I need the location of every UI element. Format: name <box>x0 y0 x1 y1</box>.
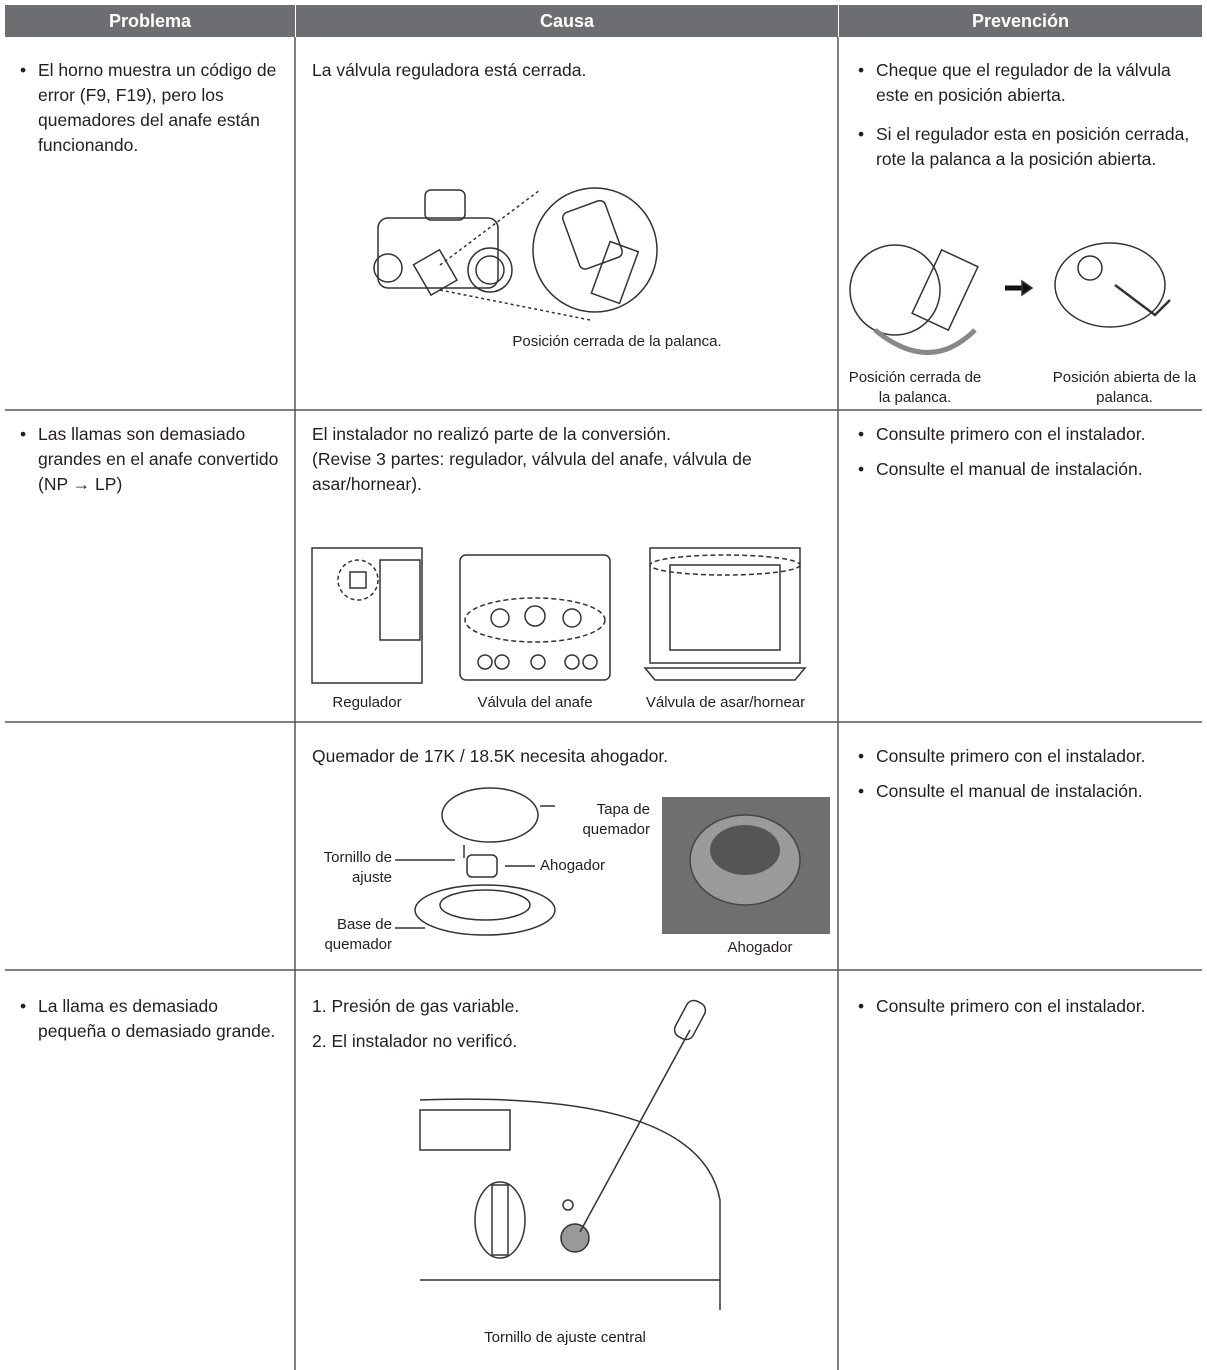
cause-text: 2. El instalador no verificó. <box>312 1031 518 1051</box>
header-cell: Prevención <box>839 5 1202 37</box>
figure-label: Válvula de asar/hornear <box>645 694 806 711</box>
figure-label: Ahogador <box>727 939 793 956</box>
figure-label: Tornillo de ajuste <box>323 849 392 886</box>
prevention-text: Consulte primero con el instalador. <box>858 744 1207 769</box>
header-cell: Causa <box>296 5 838 37</box>
problem-text: Las llamas son demasiado grandes en el a… <box>20 422 293 497</box>
prevention-text: Consulte primero con el instalador. <box>858 422 1207 447</box>
figure-label: Posición cerrada de la palanca. <box>512 333 722 350</box>
cause-text: La válvula reguladora está cerrada. <box>312 60 587 80</box>
figure-label: Válvula del anafe <box>477 694 593 711</box>
prevention-text: Consulte el manual de instalación. <box>858 457 1207 482</box>
cause-text: Quemador de 17K / 18.5K necesita ahogado… <box>312 746 669 766</box>
figure-label: Tapa de quemador <box>582 801 650 838</box>
problem-text: El horno muestra un código de error (F9,… <box>20 58 288 158</box>
figure-label: Posición abierta de la palanca. <box>1052 369 1197 406</box>
header-cell: Problema <box>5 5 295 37</box>
cause-text: El instalador no realizó parte de la con… <box>312 424 671 444</box>
figure-label: Base de quemador <box>324 916 392 953</box>
cause-text: (Revise 3 partes: regulador, válvula del… <box>312 449 752 494</box>
figure-label: Posición cerrada de la palanca. <box>848 369 982 406</box>
figure-label: Regulador <box>332 694 402 711</box>
figure-label: Ahogador <box>540 857 606 874</box>
prevention-text: Consulte el manual de instalación. <box>858 779 1207 804</box>
prevention-text: Cheque que el regulador de la válvula es… <box>858 58 1196 108</box>
problem-text: La llama es demasiado pequeña o demasiad… <box>20 994 288 1044</box>
prevention-text: Si el regulador esta en posición cerrada… <box>858 122 1196 172</box>
prevention-text: Consulte primero con el instalador. <box>858 994 1207 1019</box>
figure-label: Tornillo de ajuste central <box>484 1329 646 1346</box>
cause-text: 1. Presión de gas variable. <box>312 996 520 1016</box>
